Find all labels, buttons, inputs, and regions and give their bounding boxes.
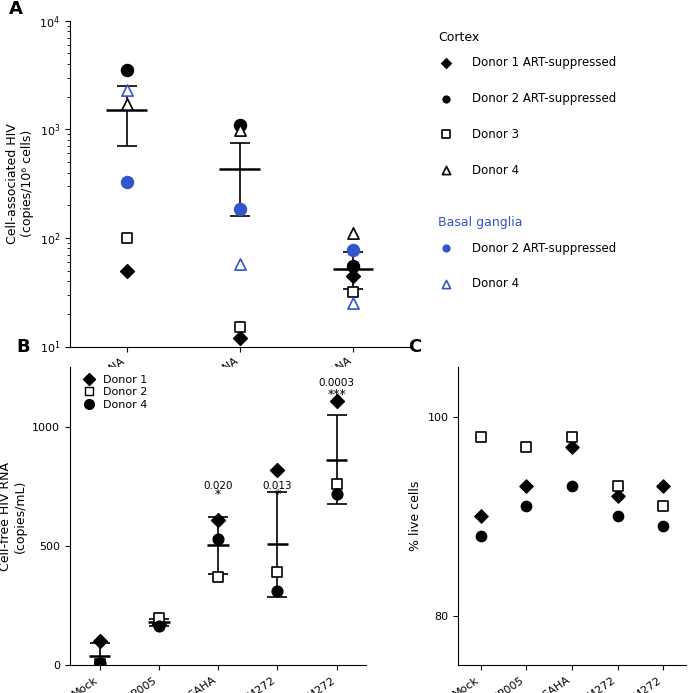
- Point: [347, 286, 358, 297]
- Point: [121, 176, 132, 187]
- Point: [121, 85, 132, 96]
- Point: [331, 395, 342, 406]
- Point: [121, 64, 132, 76]
- Point: [657, 501, 668, 512]
- Point: [521, 501, 532, 512]
- Text: ***: ***: [328, 387, 346, 401]
- Point: [94, 658, 105, 669]
- Point: [234, 203, 246, 214]
- Point: [347, 298, 358, 309]
- Point: [234, 322, 246, 333]
- Point: [331, 479, 342, 490]
- Point: [272, 567, 283, 578]
- Point: [153, 612, 164, 623]
- Text: *: *: [215, 488, 221, 501]
- Text: Donor 2 ART-suppressed: Donor 2 ART-suppressed: [472, 92, 616, 105]
- Point: [566, 481, 578, 492]
- Point: [566, 431, 578, 442]
- Text: 0.020: 0.020: [204, 481, 233, 491]
- Point: [347, 228, 358, 239]
- Text: C: C: [408, 338, 421, 356]
- Text: Cortex: Cortex: [438, 30, 479, 44]
- Point: [213, 514, 224, 525]
- Point: [521, 441, 532, 453]
- Point: [272, 464, 283, 475]
- Point: [234, 125, 246, 136]
- Point: [612, 491, 623, 502]
- Text: 0.013: 0.013: [262, 481, 292, 491]
- Text: Donor 1 ART-suppressed: Donor 1 ART-suppressed: [472, 56, 616, 69]
- Point: [234, 333, 246, 344]
- Point: [213, 572, 224, 583]
- Point: [475, 531, 486, 542]
- Text: *: *: [274, 488, 281, 501]
- Point: [347, 270, 358, 281]
- Point: [475, 431, 486, 442]
- Point: [94, 658, 105, 669]
- Point: [234, 258, 246, 269]
- Point: [331, 488, 342, 499]
- Point: [521, 481, 532, 492]
- Point: [347, 244, 358, 255]
- Text: 0.0003: 0.0003: [318, 378, 355, 387]
- Text: Donor 4: Donor 4: [472, 164, 519, 177]
- Y-axis label: % live cells: % live cells: [409, 481, 422, 552]
- Point: [121, 232, 132, 243]
- Point: [94, 636, 105, 647]
- Point: [566, 441, 578, 453]
- Point: [475, 511, 486, 522]
- Point: [153, 620, 164, 631]
- Text: Donor 2 ART-suppressed: Donor 2 ART-suppressed: [472, 242, 616, 254]
- Point: [272, 586, 283, 597]
- Text: Donor 3: Donor 3: [472, 128, 519, 141]
- Point: [347, 261, 358, 272]
- Point: [213, 534, 224, 545]
- Point: [121, 99, 132, 110]
- Text: Basal ganglia: Basal ganglia: [438, 216, 522, 229]
- Point: [121, 265, 132, 276]
- Point: [657, 481, 668, 492]
- Point: [234, 119, 246, 130]
- Point: [612, 511, 623, 522]
- Y-axis label: Cell-free HIV RNA
(copies/mL): Cell-free HIV RNA (copies/mL): [0, 462, 27, 571]
- Legend: Donor 1, Donor 2, Donor 4: Donor 1, Donor 2, Donor 4: [76, 373, 150, 412]
- Text: Donor 4: Donor 4: [472, 277, 519, 290]
- Point: [153, 618, 164, 629]
- Text: B: B: [17, 338, 30, 356]
- Y-axis label: Cell-associated HIV
(copies/10⁶ cells): Cell-associated HIV (copies/10⁶ cells): [6, 123, 34, 244]
- Point: [612, 481, 623, 492]
- Text: A: A: [9, 0, 22, 18]
- Point: [657, 520, 668, 532]
